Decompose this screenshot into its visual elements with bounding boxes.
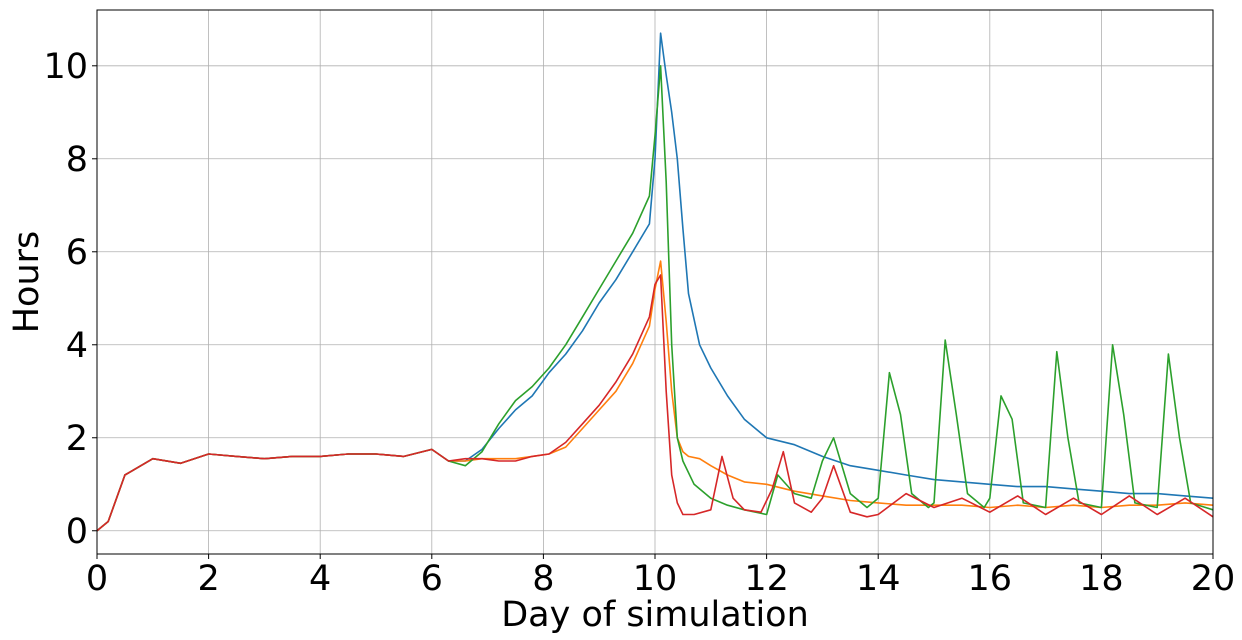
x-tick-label: 4 bbox=[309, 559, 331, 599]
y-axis-label: Hours bbox=[7, 231, 47, 334]
x-tick-label: 20 bbox=[1191, 559, 1236, 599]
x-axis-label: Day of simulation bbox=[501, 595, 809, 635]
x-tick-label: 18 bbox=[1079, 559, 1124, 599]
y-tick-label: 0 bbox=[66, 512, 88, 552]
y-tick-label: 4 bbox=[66, 326, 88, 366]
y-tick-label: 6 bbox=[66, 233, 88, 273]
x-tick-label: 10 bbox=[633, 559, 678, 599]
y-tick-label: 2 bbox=[66, 419, 88, 459]
x-tick-label: 6 bbox=[421, 559, 443, 599]
x-tick-label: 8 bbox=[532, 559, 554, 599]
x-tick-label: 0 bbox=[86, 559, 108, 599]
y-tick-label: 8 bbox=[66, 140, 88, 180]
x-tick-label: 16 bbox=[968, 559, 1013, 599]
x-tick-label: 2 bbox=[197, 559, 219, 599]
series-lines bbox=[96, 32, 1214, 532]
x-tick-label: 14 bbox=[856, 559, 901, 599]
series-line-4 bbox=[96, 274, 1214, 532]
axis-ticks: 0 2 4 6 8 10 12 14 16 18 20 0 2 4 6 8 10 bbox=[43, 47, 1235, 599]
y-tick-label: 10 bbox=[43, 47, 88, 87]
x-tick-label: 12 bbox=[744, 559, 789, 599]
